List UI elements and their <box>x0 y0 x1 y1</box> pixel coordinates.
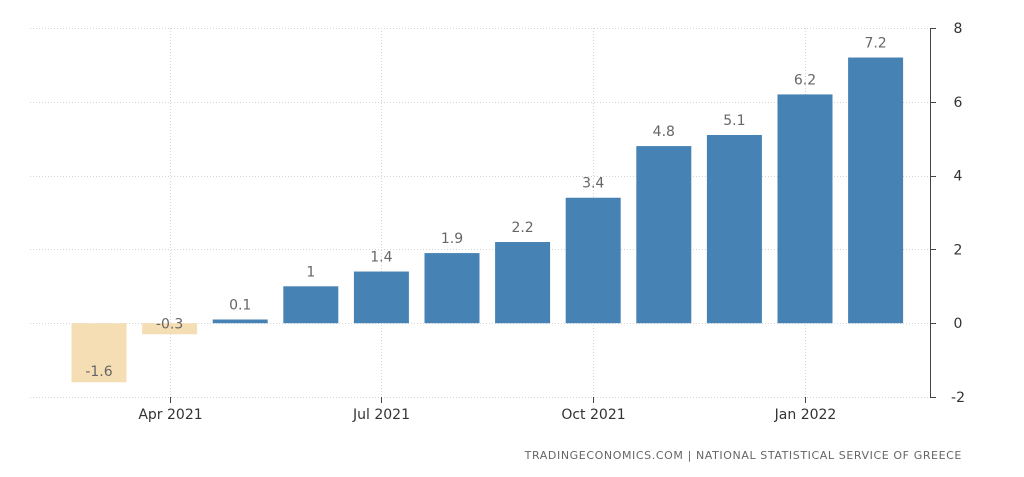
bar-value-label: 4.8 <box>653 124 675 140</box>
bar <box>565 197 621 324</box>
bar-value-label: 3.4 <box>582 176 604 192</box>
x-tick-label: Jul 2021 <box>352 407 410 423</box>
bar <box>706 135 762 324</box>
y-tick-label: 0 <box>954 316 963 332</box>
y-tick-label: 6 <box>954 95 963 111</box>
bar-value-label: -0.3 <box>156 316 183 332</box>
bar <box>71 323 127 383</box>
bar-value-label: 1.9 <box>441 231 463 247</box>
bar <box>777 94 833 324</box>
bar <box>142 323 198 335</box>
x-tick-label: Jan 2022 <box>774 407 837 423</box>
bar-value-label: -1.6 <box>85 364 112 380</box>
y-tick-label: 4 <box>954 169 963 185</box>
y-axis: -2 0 2 4 6 8 <box>930 21 965 406</box>
data-labels: -1.6 -0.3 0.1 1 1.4 1.9 2.2 3.4 4.8 5.1 6.2 7.2 <box>85 36 886 381</box>
bar <box>353 271 409 324</box>
bar-value-label: 7.2 <box>864 36 886 52</box>
bars <box>71 57 904 383</box>
bar-value-label: 6.2 <box>794 72 816 88</box>
bar <box>424 253 480 324</box>
bar <box>636 146 692 324</box>
x-tick-label: Apr 2021 <box>138 407 202 423</box>
source-credit: TRADINGECONOMICS.COM | NATIONAL STATISTI… <box>524 449 962 462</box>
y-tick-label: 8 <box>954 21 963 37</box>
y-tick-label: 2 <box>954 242 963 258</box>
x-axis: Apr 2021 Jul 2021 Oct 2021 Jan 2022 <box>138 397 836 423</box>
bar-value-label: 5.1 <box>723 113 745 129</box>
bar-value-label: 1 <box>306 264 315 280</box>
y-tick-label: -2 <box>951 390 965 406</box>
bar-value-label: 1.4 <box>370 250 392 266</box>
x-tick-label: Oct 2021 <box>561 407 625 423</box>
bar <box>283 286 339 324</box>
bar <box>495 242 551 324</box>
bar <box>848 57 904 324</box>
bar-value-label: 2.2 <box>511 220 533 236</box>
bar <box>212 319 268 324</box>
bar-value-label: 0.1 <box>229 298 251 314</box>
